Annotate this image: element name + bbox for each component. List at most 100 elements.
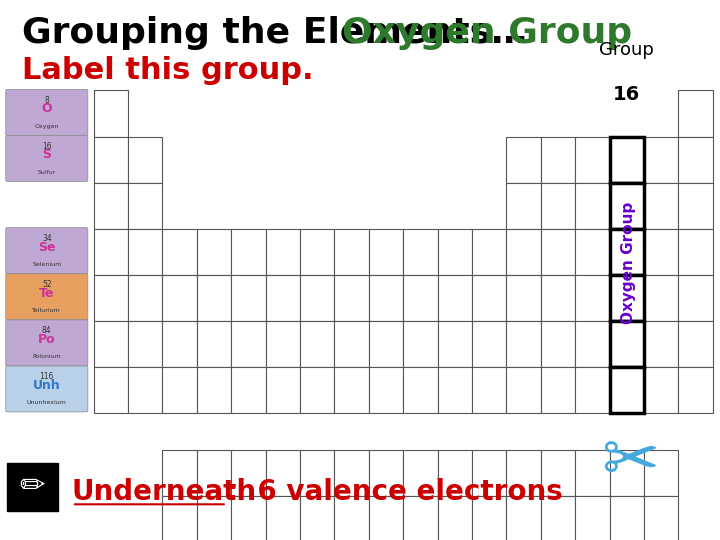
Bar <box>506 275 541 321</box>
Text: Grouping the Elements…: Grouping the Elements… <box>22 16 527 50</box>
Bar <box>438 496 472 540</box>
Bar <box>300 275 334 321</box>
Bar <box>575 229 610 275</box>
Bar <box>678 367 713 413</box>
Bar <box>197 367 231 413</box>
Bar <box>334 229 369 275</box>
Bar <box>506 229 541 275</box>
Bar <box>197 450 231 496</box>
Bar <box>128 321 163 367</box>
Bar <box>163 367 197 413</box>
Bar <box>7 463 58 511</box>
Bar <box>541 229 575 275</box>
Bar <box>506 137 541 183</box>
Bar <box>403 450 438 496</box>
Bar <box>472 496 506 540</box>
Bar <box>94 90 128 137</box>
Bar <box>575 450 610 496</box>
Bar <box>369 367 403 413</box>
Text: Sulfur: Sulfur <box>37 170 56 175</box>
Bar <box>369 450 403 496</box>
Bar <box>266 321 300 367</box>
Bar <box>94 367 128 413</box>
Text: Unh: Unh <box>33 379 60 392</box>
Bar <box>369 321 403 367</box>
Text: Selenium: Selenium <box>32 262 61 267</box>
Bar <box>644 137 678 183</box>
Bar <box>403 321 438 367</box>
Bar <box>94 183 128 229</box>
Bar <box>541 275 575 321</box>
Text: Group: Group <box>599 40 654 58</box>
Bar <box>438 321 472 367</box>
Bar <box>197 321 231 367</box>
Bar <box>610 321 644 367</box>
FancyBboxPatch shape <box>6 136 88 181</box>
Bar <box>506 321 541 367</box>
Bar <box>128 367 163 413</box>
Bar <box>403 275 438 321</box>
Bar <box>128 137 163 183</box>
Bar <box>300 367 334 413</box>
FancyBboxPatch shape <box>6 228 88 274</box>
Bar <box>231 321 266 367</box>
FancyBboxPatch shape <box>6 320 88 366</box>
Bar <box>575 137 610 183</box>
Bar <box>472 367 506 413</box>
Bar <box>334 275 369 321</box>
Bar <box>266 275 300 321</box>
Bar <box>266 496 300 540</box>
Bar <box>678 321 713 367</box>
Text: O: O <box>42 102 52 116</box>
Text: Te: Te <box>39 287 55 300</box>
Bar <box>231 367 266 413</box>
Bar <box>678 229 713 275</box>
Bar <box>403 367 438 413</box>
Bar <box>610 367 644 413</box>
Text: Underneath: Underneath <box>72 478 257 506</box>
Bar <box>644 450 678 496</box>
Bar <box>506 496 541 540</box>
Text: Oxygen Group: Oxygen Group <box>342 16 632 50</box>
Bar <box>644 275 678 321</box>
Bar <box>472 450 506 496</box>
Bar <box>610 321 644 367</box>
Bar <box>610 496 644 540</box>
Text: ✏: ✏ <box>19 472 45 501</box>
Bar <box>163 275 197 321</box>
Text: Se: Se <box>38 241 55 254</box>
Text: 16: 16 <box>613 85 640 104</box>
Bar <box>541 321 575 367</box>
Bar <box>403 496 438 540</box>
Bar <box>334 321 369 367</box>
Bar <box>266 367 300 413</box>
Bar <box>94 229 128 275</box>
Bar <box>128 229 163 275</box>
Bar <box>334 450 369 496</box>
Bar <box>300 450 334 496</box>
Bar <box>300 496 334 540</box>
Bar <box>506 183 541 229</box>
Bar <box>644 321 678 367</box>
Bar <box>128 183 163 229</box>
Bar <box>575 367 610 413</box>
Bar <box>231 229 266 275</box>
Bar <box>334 496 369 540</box>
Bar <box>300 229 334 275</box>
Bar <box>644 183 678 229</box>
Bar <box>506 450 541 496</box>
Bar <box>231 275 266 321</box>
Bar <box>369 496 403 540</box>
Bar <box>403 229 438 275</box>
Bar <box>575 321 610 367</box>
Bar <box>541 367 575 413</box>
Bar <box>610 137 644 183</box>
Text: Label this group.: Label this group. <box>22 56 313 85</box>
Bar <box>541 183 575 229</box>
Bar <box>163 496 197 540</box>
Bar <box>128 275 163 321</box>
Bar <box>541 496 575 540</box>
Text: :  6 valence electrons: : 6 valence electrons <box>227 478 562 506</box>
Bar <box>610 137 644 183</box>
Bar <box>644 229 678 275</box>
